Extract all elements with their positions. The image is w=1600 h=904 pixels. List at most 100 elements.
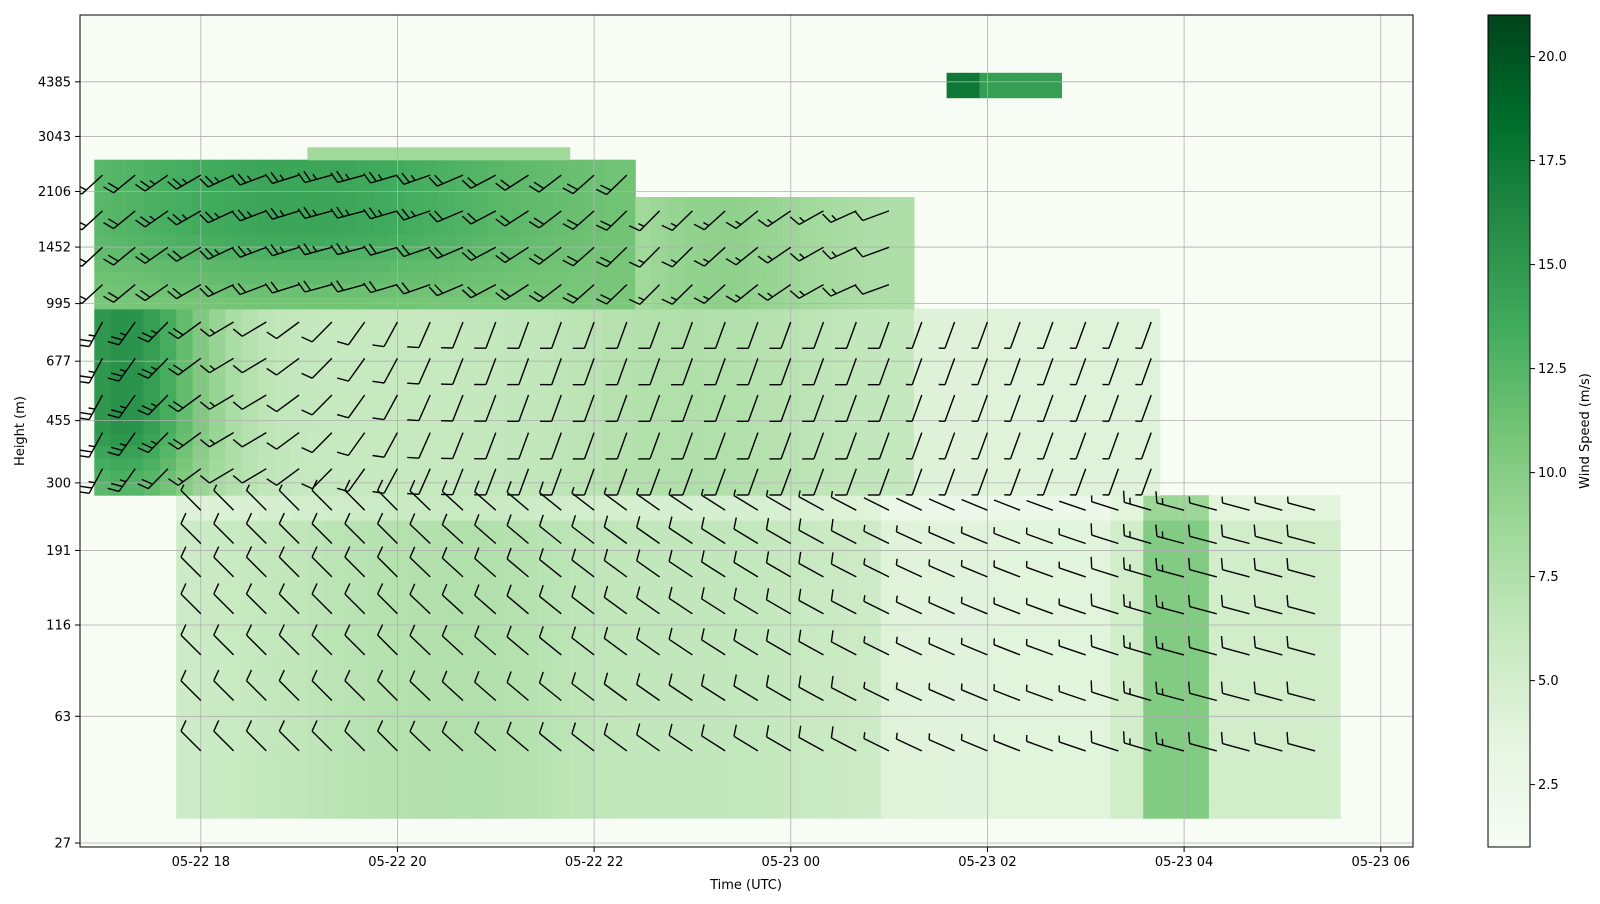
heatmap-cell (750, 781, 767, 794)
heatmap-cell (881, 197, 898, 210)
heatmap-cell (1291, 582, 1308, 595)
heatmap-cell (455, 557, 472, 570)
heatmap-cell (668, 619, 685, 632)
heatmap-cell (570, 284, 587, 297)
heatmap-cell (176, 557, 193, 570)
heatmap-cell (1111, 781, 1128, 794)
heatmap-cell (242, 396, 259, 409)
heatmap-cell (717, 234, 734, 247)
heatmap-cell (1225, 706, 1242, 719)
heatmap-cell (1242, 520, 1259, 533)
heatmap-cell (848, 234, 865, 247)
heatmap-cell (1209, 806, 1226, 819)
heatmap-cell (406, 793, 423, 806)
heatmap-cell (914, 383, 931, 396)
heatmap-cell (307, 557, 324, 570)
heatmap-cell (455, 483, 472, 496)
heatmap-cell (111, 396, 128, 409)
heatmap-cell (94, 309, 111, 322)
heatmap-cell (127, 160, 144, 173)
heatmap-cell (865, 458, 882, 471)
heatmap-cell (307, 309, 324, 322)
heatmap-cell (471, 582, 488, 595)
heatmap-cell (488, 781, 505, 794)
heatmap-cell (1307, 669, 1324, 682)
heatmap-cell (225, 483, 242, 496)
heatmap-cell (832, 197, 849, 210)
heatmap-cell (373, 595, 390, 608)
heatmap-cell (471, 160, 488, 173)
heatmap-cell (602, 706, 619, 719)
heatmap-cell (1061, 334, 1078, 347)
heatmap-cell (881, 632, 898, 645)
heatmap-cell (439, 744, 456, 757)
heatmap-cell (1111, 383, 1128, 396)
heatmap-cell (979, 806, 996, 819)
heatmap-cell (209, 396, 226, 409)
heatmap-cell (553, 545, 570, 558)
heatmap-cell (357, 197, 374, 210)
heatmap-cell (717, 806, 734, 819)
heatmap-cell (635, 744, 652, 757)
heatmap-cell (225, 309, 242, 322)
heatmap-cell (275, 334, 292, 347)
heatmap-cell (471, 309, 488, 322)
heatmap-cell (258, 793, 275, 806)
heatmap-cell (176, 545, 193, 558)
heatmap-cell (570, 644, 587, 657)
heatmap-cell (422, 806, 439, 819)
heatmap-cell (1143, 396, 1160, 409)
heatmap-cell (406, 694, 423, 707)
heatmap-cell (1307, 619, 1324, 632)
heatmap-cell (225, 272, 242, 285)
heatmap-cell (602, 744, 619, 757)
heatmap-cell (1111, 744, 1128, 757)
heatmap-cell (766, 458, 783, 471)
heatmap-cell (750, 619, 767, 632)
heatmap-cell (848, 632, 865, 645)
heatmap-cell (750, 694, 767, 707)
heatmap-cell (619, 321, 636, 334)
heatmap-cell (619, 719, 636, 732)
heatmap-cell (734, 309, 751, 322)
heatmap-cell (635, 781, 652, 794)
heatmap-cell (258, 682, 275, 695)
heatmap-cell (1275, 508, 1292, 521)
heatmap-cell (816, 234, 833, 247)
barb-half-flag (929, 637, 930, 643)
heatmap-cell (324, 545, 341, 558)
heatmap-cell (832, 545, 849, 558)
heatmap-cell (406, 520, 423, 533)
heatmap-cell (422, 259, 439, 272)
heatmap-cell (553, 396, 570, 409)
heatmap-cell (275, 557, 292, 570)
heatmap-cell (1127, 433, 1144, 446)
barb-half-flag (896, 682, 897, 688)
heatmap-cell (734, 806, 751, 819)
heatmap-cell (734, 607, 751, 620)
heatmap-cell (1045, 657, 1062, 670)
heatmap-cell (258, 582, 275, 595)
heatmap-cell (209, 756, 226, 769)
heatmap-cell (1176, 582, 1193, 595)
heatmap-cell (848, 706, 865, 719)
heatmap-cell (1078, 346, 1095, 359)
heatmap-cell (1061, 309, 1078, 322)
heatmap-cell (1127, 408, 1144, 421)
heatmap-cell (766, 334, 783, 347)
heatmap-cell (1291, 545, 1308, 558)
heatmap-cell (947, 433, 964, 446)
heatmap-cell (1045, 706, 1062, 719)
heatmap-cell (602, 793, 619, 806)
heatmap-cell (225, 197, 242, 210)
heatmap-cell (209, 719, 226, 732)
heatmap-cell (881, 421, 898, 434)
heatmap-cell (1061, 595, 1078, 608)
heatmap-cell (258, 806, 275, 819)
heatmap-cell (324, 806, 341, 819)
heatmap-cell (602, 172, 619, 185)
heatmap-cell (979, 781, 996, 794)
heatmap-cell (799, 197, 816, 210)
heatmap-cell (521, 545, 538, 558)
heatmap-cell (881, 209, 898, 222)
